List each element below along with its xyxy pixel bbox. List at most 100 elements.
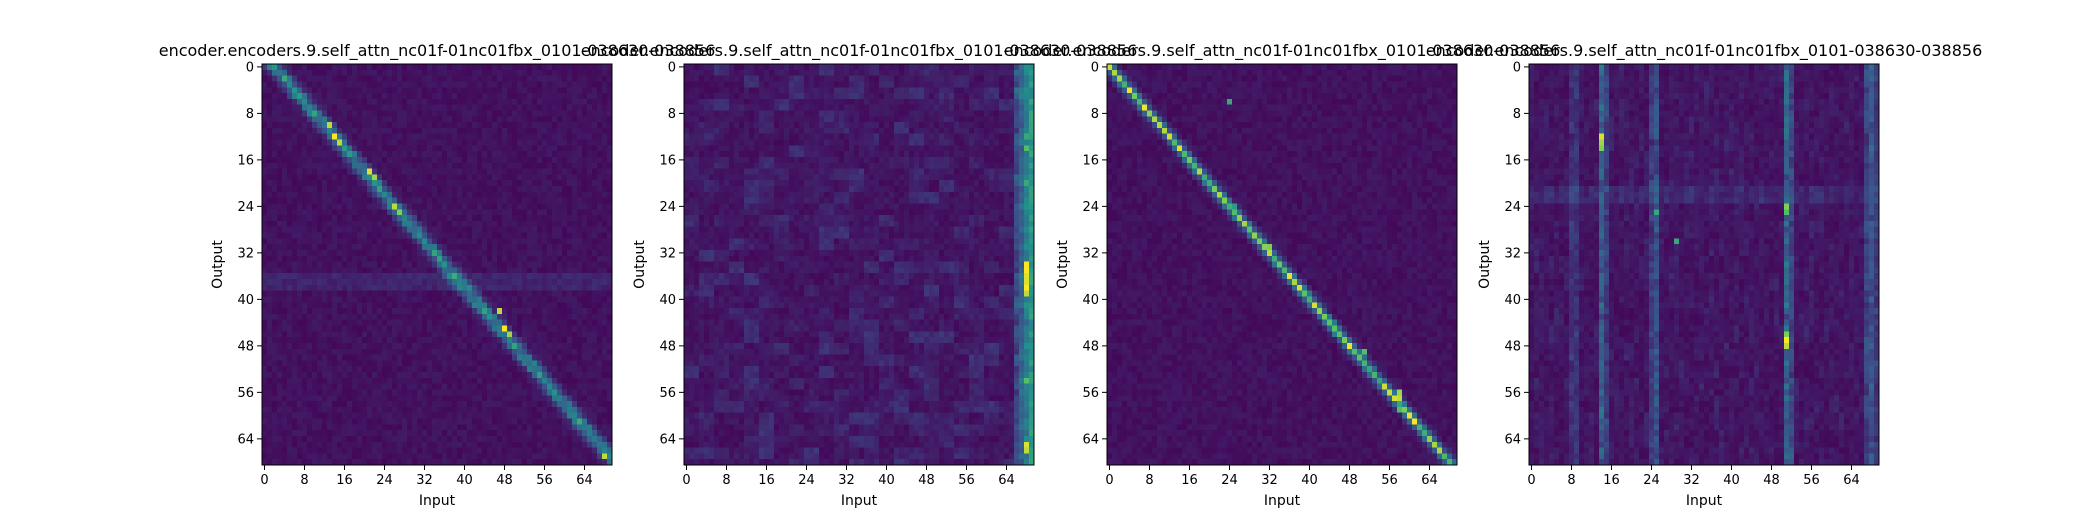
heatmap-cell (357, 325, 363, 332)
heatmap-cell (477, 290, 483, 297)
heatmap-cell (482, 377, 488, 385)
heatmap-cell (297, 342, 303, 350)
heatmap-cell (572, 180, 578, 187)
heatmap-cell (562, 98, 568, 106)
heatmap-cell (502, 180, 508, 187)
heatmap-cell (462, 435, 468, 443)
heatmap-cell (342, 232, 348, 239)
heatmap-cell (582, 319, 588, 326)
heatmap-cell (587, 139, 593, 146)
heatmap-cell (472, 151, 478, 158)
heatmap-cell (287, 331, 293, 338)
heatmap-cell (602, 313, 608, 321)
heatmap-cell (507, 308, 513, 315)
heatmap-cell (537, 69, 543, 77)
heatmap-cell (602, 145, 608, 152)
heatmap-cell (282, 331, 288, 338)
heatmap-cell (327, 191, 333, 199)
heatmap-cell (572, 249, 578, 257)
heatmap-cell (372, 296, 378, 303)
heatmap-cell (422, 447, 428, 454)
heatmap-cell (352, 395, 358, 402)
heatmap-cell (277, 174, 283, 181)
heatmap-cell (502, 220, 508, 228)
heatmap-cell (482, 122, 488, 129)
heatmap-cell (487, 290, 493, 297)
heatmap-cell (432, 372, 438, 379)
heatmap-cell (397, 249, 403, 257)
heatmap-cell (327, 127, 333, 135)
heatmap-cell (417, 186, 423, 193)
heatmap-cell (537, 279, 543, 286)
heatmap-cell (577, 383, 583, 390)
heatmap-cell (287, 116, 293, 123)
heatmap-cell (377, 430, 383, 437)
heatmap-cell (262, 284, 268, 292)
heatmap-cell (392, 87, 398, 94)
heatmap-cell (372, 290, 378, 297)
heatmap-cell (562, 244, 568, 251)
heatmap-cell (482, 360, 488, 367)
heatmap-cell (387, 69, 393, 77)
heatmap-cell (517, 261, 523, 268)
heatmap-cell (282, 209, 288, 216)
heatmap-cell (427, 255, 433, 262)
heatmap-cell (372, 453, 378, 460)
heatmap-cell (312, 302, 318, 309)
heatmap-cell (332, 162, 338, 170)
heatmap-cell (447, 151, 453, 158)
heatmap-cell (577, 360, 583, 367)
heatmap-cell (522, 64, 528, 71)
heatmap-cell (392, 151, 398, 158)
heatmap-cell (562, 296, 568, 303)
heatmap-cell (382, 191, 388, 199)
heatmap-cell (482, 337, 488, 344)
heatmap-cell (337, 348, 343, 355)
heatmap-cell (597, 122, 603, 129)
heatmap-cell (437, 435, 443, 443)
heatmap-cell (582, 342, 588, 350)
heatmap-cell (472, 430, 478, 437)
heatmap-cell (557, 191, 563, 199)
heatmap-cell (432, 430, 438, 437)
heatmap-cell (402, 203, 408, 210)
heatmap-cell (397, 145, 403, 152)
heatmap-cell (497, 174, 503, 181)
heatmap-cell (552, 401, 558, 408)
heatmap-cell (472, 64, 478, 71)
heatmap-cell (522, 348, 528, 355)
heatmap-cell (562, 290, 568, 297)
heatmap-cell (567, 174, 573, 181)
heatmap-cell (582, 459, 588, 466)
heatmap-cell (367, 395, 373, 402)
heatmap-cell (287, 389, 293, 396)
heatmap-cell (397, 284, 403, 292)
heatmap-cell (357, 389, 363, 396)
heatmap-cell (377, 244, 383, 251)
heatmap-cell (302, 87, 308, 94)
heatmap-cell (432, 220, 438, 228)
heatmap-cell (307, 156, 313, 164)
heatmap-cell (387, 325, 393, 332)
heatmap-cell (452, 133, 458, 140)
heatmap-cell (282, 133, 288, 140)
heatmap-cell (267, 220, 273, 228)
heatmap-cell (387, 424, 393, 431)
heatmap-cell (517, 110, 523, 117)
heatmap-cell (357, 215, 363, 222)
heatmap-cell (477, 162, 483, 170)
heatmap-cell (582, 209, 588, 216)
heatmap-cell (447, 395, 453, 402)
heatmap-cell (527, 232, 533, 239)
heatmap-cell (442, 244, 448, 251)
heatmap-cell (372, 104, 378, 111)
heatmap-cell (302, 145, 308, 152)
heatmap-cell (567, 226, 573, 233)
heatmap-cell (567, 75, 573, 82)
heatmap-cell (457, 337, 463, 344)
heatmap-cell (402, 244, 408, 251)
heatmap-cell (342, 93, 348, 100)
heatmap-cell (432, 261, 438, 268)
heatmap-cell (472, 81, 478, 88)
heatmap-cell (587, 412, 593, 419)
